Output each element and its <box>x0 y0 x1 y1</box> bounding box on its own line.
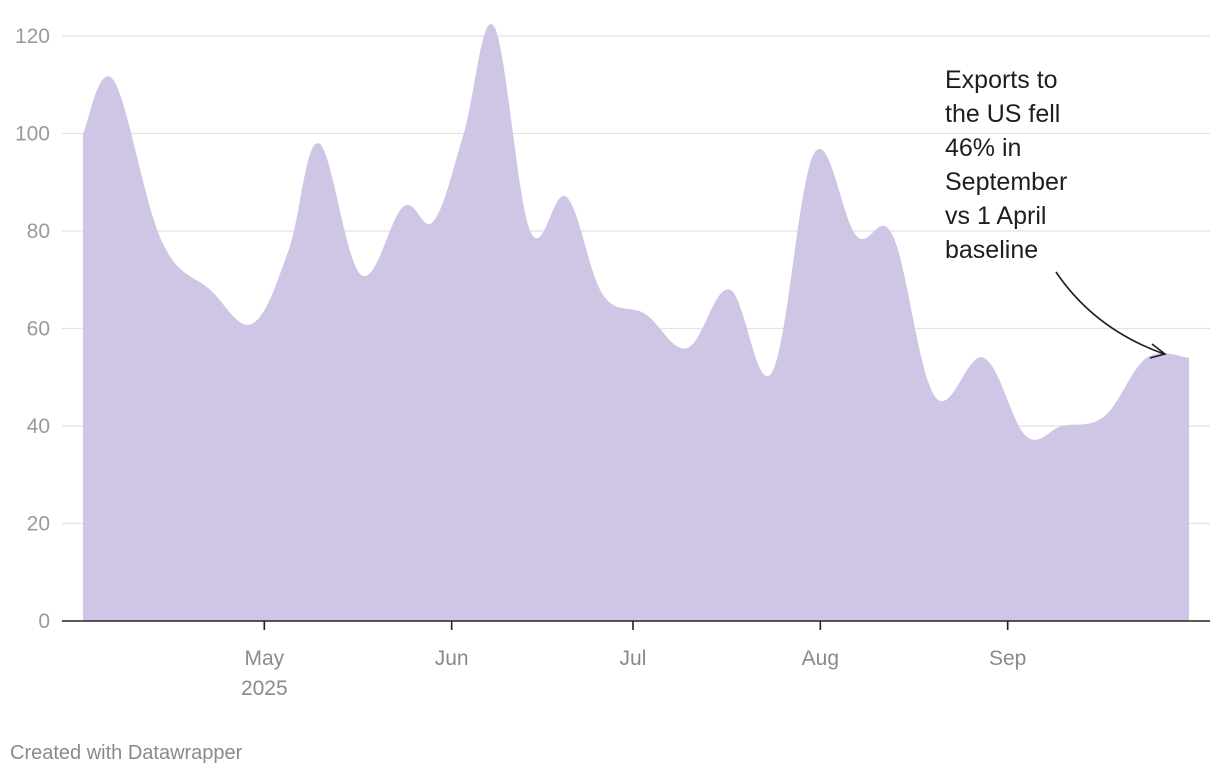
y-axis-ticks: 0 20 40 60 80 100 120 <box>15 25 50 633</box>
x-tick-label: May <box>244 647 284 670</box>
x-tick-label: Jul <box>620 647 647 670</box>
annotation-text: Exports to the US fell 46% in September vs 1… <box>945 66 1067 264</box>
area-series <box>83 23 1189 622</box>
x-tick-label: Sep <box>989 647 1026 670</box>
y-tick-label: 0 <box>38 610 50 633</box>
x-tick-label: Aug <box>802 647 839 670</box>
annotation-line: 46% in <box>945 134 1021 162</box>
y-tick-label: 40 <box>27 415 50 438</box>
credit-text: Created with Datawrapper <box>10 742 243 764</box>
annotation-line: vs 1 April <box>945 202 1046 230</box>
annotation-line: the US fell <box>945 100 1060 128</box>
annotation: Exports to the US fell 46% in September vs 1… <box>945 66 1167 359</box>
annotation-line: September <box>945 168 1067 196</box>
y-tick-label: 20 <box>27 513 50 536</box>
y-tick-label: 100 <box>15 123 50 146</box>
x-tick-sublabel: 2025 <box>241 677 288 700</box>
y-tick-label: 80 <box>27 220 50 243</box>
annotation-line: baseline <box>945 236 1038 264</box>
y-tick-label: 60 <box>27 318 50 341</box>
annotation-arrow <box>1055 271 1165 355</box>
x-tick-label: Jun <box>435 647 469 670</box>
annotation-line: Exports to <box>945 66 1058 94</box>
annotation-arrowhead <box>1149 343 1167 359</box>
x-axis-ticks: May 2025 Jun Jul Aug Sep <box>241 621 1026 700</box>
y-tick-label: 120 <box>15 25 50 48</box>
